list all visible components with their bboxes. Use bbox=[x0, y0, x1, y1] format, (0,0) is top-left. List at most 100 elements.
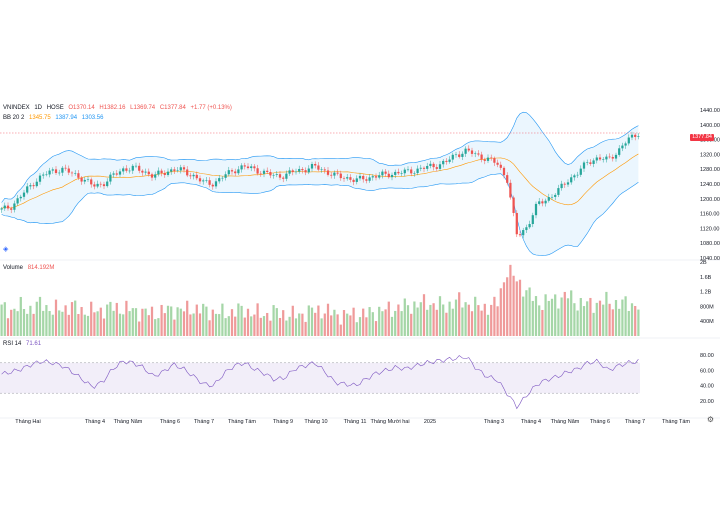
candle-body bbox=[493, 158, 496, 163]
ohlc-close: C1377.84 bbox=[159, 105, 186, 111]
rsi-axis-tick: 60.00 bbox=[700, 368, 714, 374]
volume-bar bbox=[506, 277, 509, 336]
volume-bar bbox=[432, 303, 435, 336]
bb-label[interactable]: BB 20 2 bbox=[3, 115, 25, 121]
candle-body bbox=[438, 164, 442, 169]
volume-bar bbox=[128, 311, 131, 336]
volume-bar bbox=[579, 298, 582, 336]
symbol-name[interactable]: VNINDEX bbox=[3, 105, 30, 111]
time-axis-tick: Tháng 7 bbox=[194, 419, 214, 425]
candle-body bbox=[173, 169, 176, 171]
symbol-interval[interactable]: 1D bbox=[34, 105, 43, 111]
volume-bar bbox=[618, 308, 621, 336]
volume-bar bbox=[227, 316, 230, 336]
candle-body bbox=[602, 159, 605, 160]
volume-bar bbox=[131, 308, 134, 336]
time-axis-tick: Tháng 7 bbox=[625, 419, 645, 425]
candle-body bbox=[534, 203, 538, 216]
candle-body bbox=[131, 165, 134, 171]
volume-bar bbox=[525, 290, 528, 336]
volume-bar bbox=[154, 319, 157, 336]
volume-bar bbox=[406, 305, 410, 336]
candle-body bbox=[269, 171, 272, 176]
volume-bar bbox=[192, 313, 195, 336]
candle-body bbox=[141, 170, 144, 173]
candle-body bbox=[170, 169, 173, 172]
bb-fill bbox=[1, 112, 639, 256]
candle-body bbox=[522, 230, 525, 236]
gear-icon[interactable]: ⚙ bbox=[706, 415, 714, 424]
candle-body bbox=[301, 168, 304, 171]
candle-body bbox=[10, 208, 13, 210]
volume-bar bbox=[138, 321, 141, 336]
chart-canvas[interactable]: 1440.001400.001360.001320.001280.001240.… bbox=[0, 100, 720, 430]
candle-body bbox=[234, 171, 237, 174]
candle-body bbox=[547, 197, 550, 201]
candle-body bbox=[99, 183, 102, 185]
bb-basis-line bbox=[1, 153, 639, 209]
candle-body bbox=[224, 174, 227, 178]
time-axis-tick: Tháng Tám bbox=[228, 419, 256, 425]
candle-body bbox=[150, 174, 154, 178]
bb-upper: 1387.94 bbox=[55, 115, 78, 121]
candle-body bbox=[102, 184, 106, 187]
tv-logo-icon[interactable]: ◈ bbox=[3, 246, 9, 253]
candle-body bbox=[611, 157, 614, 159]
candle-body bbox=[502, 167, 506, 176]
candle-body bbox=[202, 180, 205, 182]
candle-body bbox=[624, 143, 627, 146]
volume-bar bbox=[115, 302, 118, 336]
volume-bar bbox=[429, 304, 432, 336]
volume-bar bbox=[595, 302, 598, 336]
candle-body bbox=[179, 167, 182, 171]
candle-body bbox=[634, 134, 637, 137]
candle-body bbox=[19, 196, 22, 199]
volume-bar bbox=[378, 306, 381, 336]
candle-body bbox=[576, 174, 579, 176]
volume-bar bbox=[374, 321, 378, 336]
candle-body bbox=[275, 174, 278, 175]
candle-body bbox=[477, 153, 480, 155]
price-axis-tick: 1160.00 bbox=[700, 212, 719, 218]
candle-body bbox=[506, 175, 509, 183]
volume-bar bbox=[250, 316, 253, 336]
candle-body bbox=[42, 174, 45, 176]
candle-body bbox=[637, 136, 640, 137]
volume-bar bbox=[16, 311, 19, 336]
volume-bar bbox=[614, 300, 618, 336]
candle-body bbox=[474, 153, 477, 155]
volume-bar bbox=[538, 305, 541, 336]
candle-body bbox=[83, 179, 86, 182]
candle-body bbox=[294, 171, 298, 173]
rsi-band-fill bbox=[0, 362, 640, 394]
candle-body bbox=[384, 171, 387, 174]
candle-body bbox=[422, 167, 426, 169]
volume-bar bbox=[86, 315, 90, 336]
volume-bar bbox=[387, 301, 390, 336]
volume-bar bbox=[266, 312, 269, 336]
candle-body bbox=[45, 174, 48, 176]
rsi-label[interactable]: RSI 14 bbox=[3, 341, 22, 347]
volume-bar bbox=[10, 309, 13, 336]
volume-bar bbox=[499, 288, 502, 336]
candle-body bbox=[496, 162, 499, 165]
candle-body bbox=[256, 168, 259, 174]
volume-bar bbox=[301, 313, 304, 336]
candle-body bbox=[403, 169, 406, 174]
bb-upper-line bbox=[1, 111, 639, 203]
volume-bar bbox=[77, 314, 80, 336]
volume-bar bbox=[176, 307, 179, 336]
price-axis-tick: 1040.00 bbox=[700, 256, 720, 262]
time-axis-tick: Tháng Tám bbox=[662, 419, 690, 425]
chart-area[interactable]: 1440.001400.001360.001320.001280.001240.… bbox=[0, 100, 720, 430]
bb-legend: BB 20 2 1345.75 1387.94 1303.56 bbox=[3, 114, 106, 122]
volume-bar bbox=[448, 301, 451, 336]
candle-body bbox=[70, 172, 74, 174]
time-axis-tick: Tháng 4 bbox=[521, 419, 541, 425]
volume-bar bbox=[35, 301, 38, 336]
volume-bar bbox=[502, 282, 506, 336]
candle-body bbox=[486, 157, 490, 161]
candle-body bbox=[614, 154, 618, 159]
volume-bar bbox=[400, 311, 403, 336]
volume-label[interactable]: Volume bbox=[3, 265, 24, 271]
